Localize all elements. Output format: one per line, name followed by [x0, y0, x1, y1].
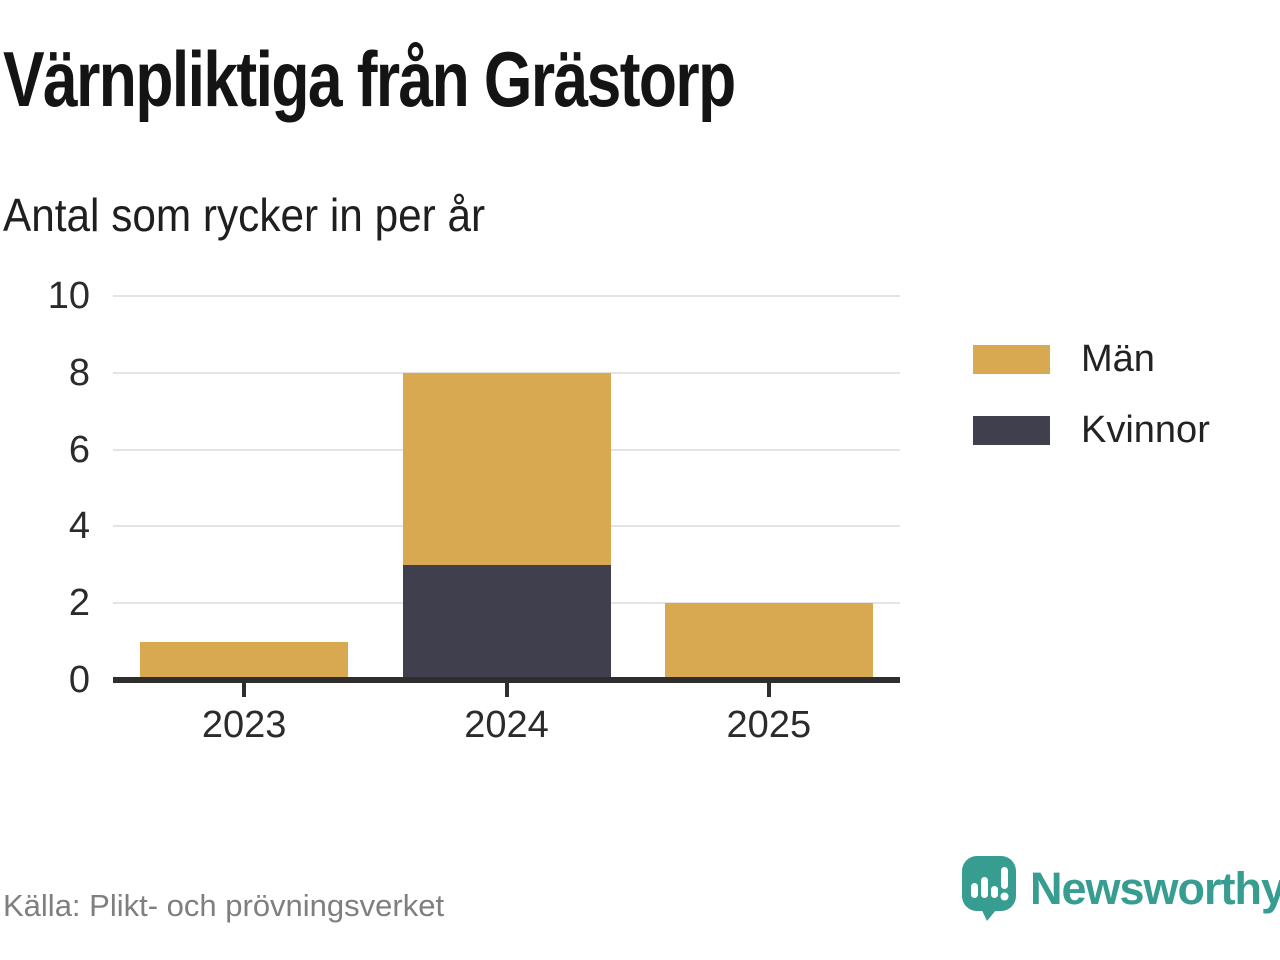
- x-axis-tick-2024: [504, 682, 509, 697]
- legend-item-kvinnor: Kvinnor: [973, 409, 1210, 452]
- legend-label-kvinnor: Kvinnor: [1081, 409, 1210, 451]
- legend-label-män: Män: [1081, 338, 1155, 380]
- legend: Män Kvinnor: [973, 338, 1210, 480]
- chart-speech-bubble-icon: [962, 856, 1016, 921]
- legend-item-män: Män: [973, 338, 1210, 381]
- legend-swatch-kvinnor: [973, 416, 1050, 445]
- bar-2025-män: [664, 603, 873, 680]
- x-axis-label-2025: 2025: [726, 704, 812, 746]
- x-axis-tick-2023: [242, 682, 247, 697]
- bar-2024-kvinnor: [402, 564, 611, 680]
- chart-title: Värnpliktiga från Grästorp: [3, 35, 736, 123]
- brand-name: Newsworthy: [1030, 863, 1280, 914]
- newsworthy-logo: Newsworthy: [962, 856, 1280, 922]
- y-axis-tick-label: 2: [68, 582, 90, 625]
- gridline-y-10: [113, 295, 900, 297]
- x-axis-line: [113, 677, 900, 683]
- y-axis-tick-label: 4: [68, 505, 90, 548]
- y-axis-tick-label: 8: [68, 351, 90, 394]
- y-axis-tick-label: 10: [47, 275, 90, 317]
- bar-2024-män: [402, 372, 611, 565]
- source-note: Källa: Plikt- och prövningsverket: [3, 888, 445, 923]
- gridline-y-8: [113, 371, 900, 374]
- legend-swatch-män: [973, 345, 1050, 374]
- y-axis-tick-label: 6: [68, 428, 90, 471]
- bar-2023-män: [140, 641, 349, 680]
- chart-subtitle: Antal som rycker in per år: [3, 189, 486, 241]
- x-axis-tick-2025: [766, 682, 771, 697]
- y-axis-tick-label: 0: [68, 659, 90, 701]
- plot-area: 2023 2024 2025: [113, 295, 900, 746]
- x-axis-label-2023: 2023: [201, 704, 287, 746]
- x-axis-label-2024: 2024: [464, 704, 549, 746]
